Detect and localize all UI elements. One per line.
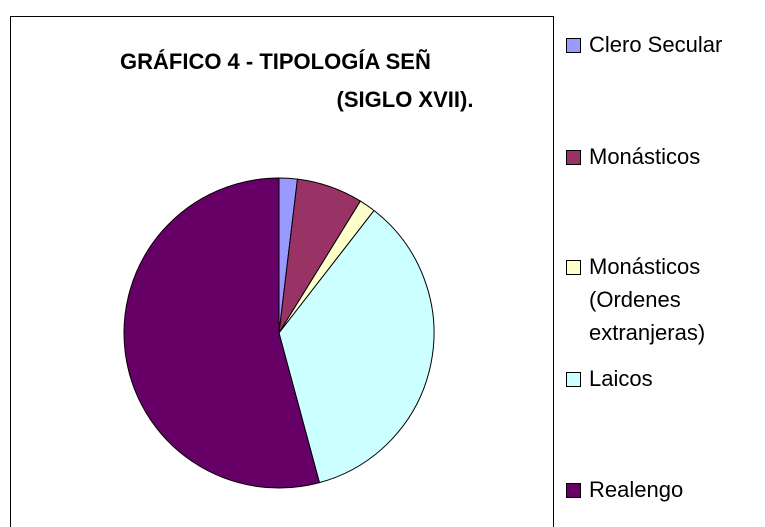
legend-label: Realengo [589, 477, 684, 502]
legend-item: Laicos [566, 362, 759, 395]
legend-swatch [566, 38, 581, 53]
legend-swatch [566, 260, 581, 275]
legend-label: Monásticos (Ordenes extranjeras) [589, 254, 706, 345]
chart-title: GRÁFICO 4 - TIPOLOGÍA SEÑ [120, 49, 431, 74]
legend-item: Monásticos (Ordenes extranjeras) [566, 250, 739, 349]
legend-swatch [566, 372, 581, 387]
legend: Clero Secular Monásticos Monásticos (Orden… [553, 16, 765, 527]
legend-item: Monásticos [566, 140, 759, 173]
pie [123, 177, 435, 489]
legend-swatch [566, 150, 581, 165]
legend-label: Monásticos [589, 144, 701, 169]
pie-slice [278, 209, 435, 484]
legend-item: Clero Secular [566, 28, 759, 61]
pie-slice [123, 177, 321, 489]
legend-label: Clero Secular [589, 32, 723, 57]
legend-swatch [566, 483, 581, 498]
legend-item: Realengo [566, 473, 759, 506]
legend-label: Laicos [589, 366, 653, 391]
chart-title: (SIGLO XVII). [337, 87, 474, 112]
chart-border [10, 16, 765, 527]
